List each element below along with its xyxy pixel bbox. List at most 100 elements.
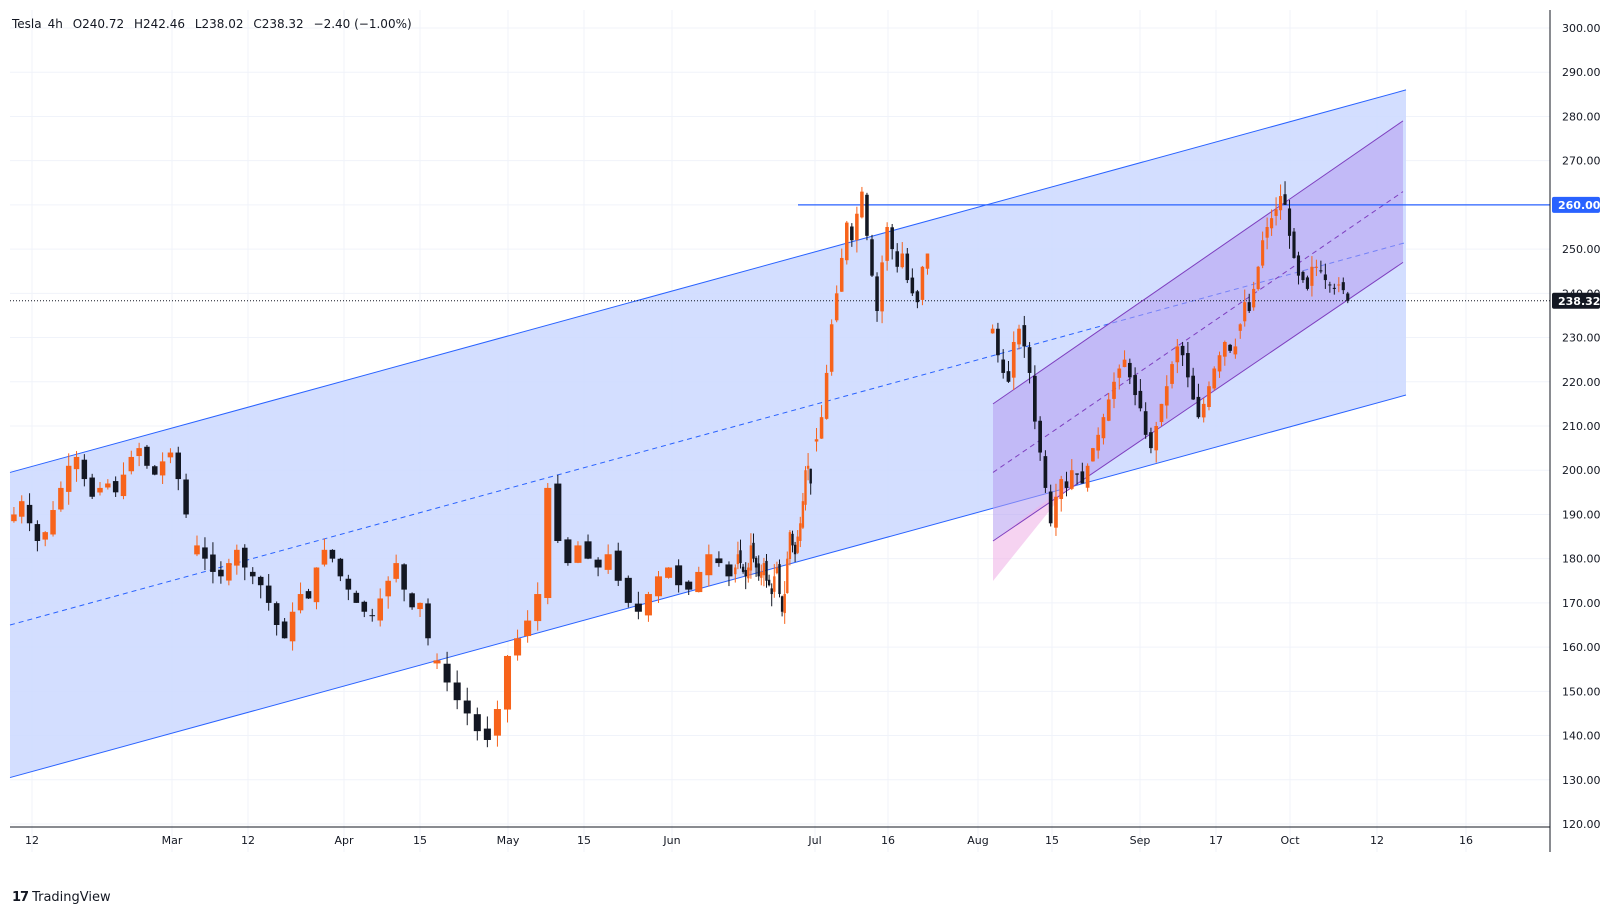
candle[interactable] xyxy=(1191,375,1195,400)
candle[interactable] xyxy=(1207,386,1211,407)
candle[interactable] xyxy=(880,262,884,312)
candle[interactable] xyxy=(1328,284,1332,286)
candle[interactable] xyxy=(773,576,776,592)
candle[interactable] xyxy=(900,253,905,268)
candle[interactable] xyxy=(757,563,760,577)
candle[interactable] xyxy=(112,481,119,493)
candle[interactable] xyxy=(1305,277,1310,289)
candle[interactable] xyxy=(801,501,805,528)
candle[interactable] xyxy=(159,461,166,476)
candle[interactable] xyxy=(218,569,224,577)
candle[interactable] xyxy=(920,266,925,300)
candle[interactable] xyxy=(739,550,742,564)
candle[interactable] xyxy=(1112,381,1116,399)
candle[interactable] xyxy=(369,615,376,617)
level-price-badge[interactable] xyxy=(1552,196,1600,213)
candle[interactable] xyxy=(865,194,869,236)
candle[interactable] xyxy=(1283,194,1287,205)
candle[interactable] xyxy=(144,446,150,466)
candle[interactable] xyxy=(624,577,632,603)
candle[interactable] xyxy=(780,596,784,612)
candle[interactable] xyxy=(1149,432,1153,449)
candle[interactable] xyxy=(1310,266,1314,286)
candle[interactable] xyxy=(265,585,272,603)
blue-channel-lower[interactable] xyxy=(9,394,1407,779)
candle[interactable] xyxy=(473,714,481,732)
candle[interactable] xyxy=(249,571,256,577)
candle[interactable] xyxy=(1228,344,1232,351)
candle[interactable] xyxy=(483,728,491,740)
candle[interactable] xyxy=(34,524,41,541)
candle[interactable] xyxy=(1133,375,1137,396)
candle[interactable] xyxy=(1196,396,1201,418)
candle[interactable] xyxy=(409,593,415,608)
candle[interactable] xyxy=(1270,218,1274,229)
candle[interactable] xyxy=(806,465,810,469)
candle[interactable] xyxy=(1064,481,1069,488)
candle[interactable] xyxy=(1252,288,1256,308)
candle[interactable] xyxy=(1027,347,1032,373)
candle[interactable] xyxy=(715,558,723,564)
candle[interactable] xyxy=(834,293,839,321)
candle[interactable] xyxy=(1117,368,1122,378)
candle[interactable] xyxy=(167,452,174,458)
candle[interactable] xyxy=(97,487,103,493)
candle[interactable] xyxy=(915,291,920,303)
candle[interactable] xyxy=(796,536,799,553)
candle[interactable] xyxy=(1069,470,1074,489)
candle[interactable] xyxy=(443,663,451,683)
candle[interactable] xyxy=(1238,324,1242,331)
candle[interactable] xyxy=(1170,364,1174,384)
candle[interactable] xyxy=(741,566,745,572)
candle[interactable] xyxy=(313,567,320,603)
candle[interactable] xyxy=(1001,359,1006,373)
candle[interactable] xyxy=(752,542,755,559)
candle[interactable] xyxy=(1154,426,1159,451)
candle[interactable] xyxy=(749,545,753,571)
candle[interactable] xyxy=(775,567,779,574)
candle[interactable] xyxy=(1075,473,1079,475)
candle[interactable] xyxy=(870,239,874,276)
candle[interactable] xyxy=(393,563,399,579)
candle[interactable] xyxy=(788,532,792,559)
candle[interactable] xyxy=(1261,240,1265,266)
candle[interactable] xyxy=(1341,282,1345,291)
candle[interactable] xyxy=(1296,255,1301,276)
candle[interactable] xyxy=(839,257,844,292)
candle[interactable] xyxy=(1043,456,1048,488)
candle[interactable] xyxy=(1301,271,1305,281)
candle[interactable] xyxy=(1346,293,1350,301)
candle[interactable] xyxy=(760,571,763,578)
candle[interactable] xyxy=(19,501,25,517)
candle[interactable] xyxy=(1247,302,1251,312)
candle[interactable] xyxy=(1127,362,1132,378)
candle[interactable] xyxy=(1122,359,1127,368)
candle[interactable] xyxy=(337,558,344,577)
purple-channel-upper[interactable] xyxy=(992,120,1404,405)
candle[interactable] xyxy=(534,594,542,622)
candle[interactable] xyxy=(289,611,296,642)
candle[interactable] xyxy=(594,559,602,568)
candle[interactable] xyxy=(564,539,572,564)
candle[interactable] xyxy=(604,554,612,570)
candle[interactable] xyxy=(433,660,441,664)
candle[interactable] xyxy=(89,477,95,497)
candle[interactable] xyxy=(544,487,552,599)
candle[interactable] xyxy=(210,554,216,572)
candle[interactable] xyxy=(194,545,200,555)
candle[interactable] xyxy=(281,621,288,639)
candle[interactable] xyxy=(654,576,663,597)
candle[interactable] xyxy=(762,563,766,576)
candle[interactable] xyxy=(1143,411,1148,435)
candle[interactable] xyxy=(1278,196,1283,211)
candle[interactable] xyxy=(793,544,797,555)
candle[interactable] xyxy=(725,564,733,577)
candle[interactable] xyxy=(361,601,368,612)
candle[interactable] xyxy=(614,550,622,581)
candle[interactable] xyxy=(819,417,824,439)
candle[interactable] xyxy=(665,567,673,578)
candle[interactable] xyxy=(990,328,995,334)
candle[interactable] xyxy=(1059,479,1064,499)
candle[interactable] xyxy=(1337,284,1341,286)
candle[interactable] xyxy=(493,709,501,736)
